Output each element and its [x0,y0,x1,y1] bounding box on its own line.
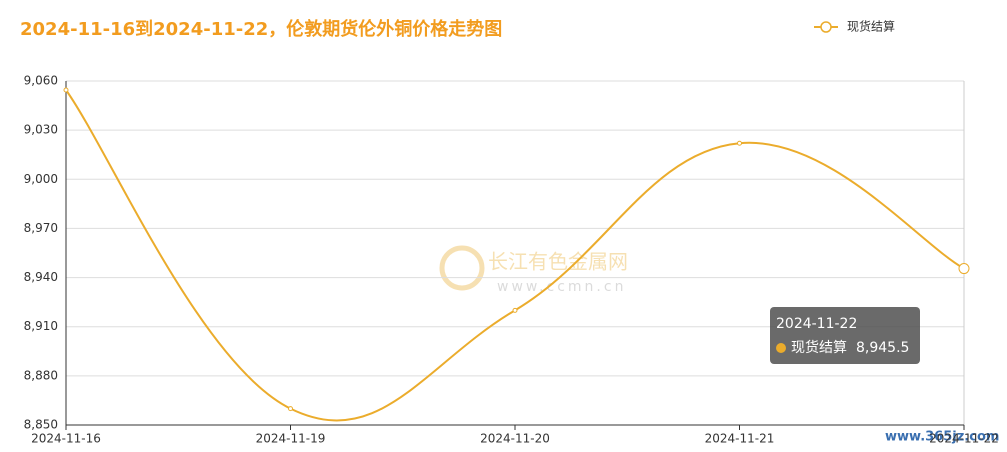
tooltip-box [770,307,920,364]
y-tick-label: 9,060 [24,74,58,88]
y-tick-label: 8,910 [24,319,58,333]
watermark-text: 长江有色金属网 [488,250,628,274]
line-series [65,89,965,422]
data-point [63,87,69,93]
y-tick-label: 8,850 [24,418,58,432]
watermark: 长江有色金属网 www.ccmn.cn [439,245,628,295]
x-tick-label: 2024-11-19 [256,432,326,446]
x-tick-label: 2024-11-20 [480,432,550,446]
data-point [288,406,293,412]
chart-title: 2024-11-16到2024-11-22，伦敦期货伦外铜价格走势图 [20,18,502,40]
tooltip-marker [776,343,786,353]
data-point [737,140,742,146]
tooltip-title: 2024-11-22 [776,316,857,332]
y-tick-label: 9,030 [24,123,58,137]
data-point [512,307,518,313]
corner-watermark: www.365jz.com [885,430,999,445]
watermark-logo [439,245,485,291]
legend-marker [820,21,832,33]
tooltip-series: 现货结算 [791,339,847,356]
y-tick-label: 9,000 [24,172,58,186]
tooltip-value: 8,945.5 [856,340,909,356]
data-point [958,263,970,275]
tooltip: 2024-11-22 现货结算 8,945.5 [770,307,920,364]
y-tick-label: 8,940 [24,270,58,284]
x-tick-label: 2024-11-21 [705,432,775,446]
watermark-url: www.ccmn.cn [497,279,626,295]
x-tick-label: 2024-11-22 [929,432,999,446]
legend-label: 现货结算 [847,19,895,34]
y-tick-label: 8,970 [24,221,58,235]
x-tick-label: 2024-11-16 [31,432,101,446]
y-tick-label: 8,880 [24,368,58,382]
